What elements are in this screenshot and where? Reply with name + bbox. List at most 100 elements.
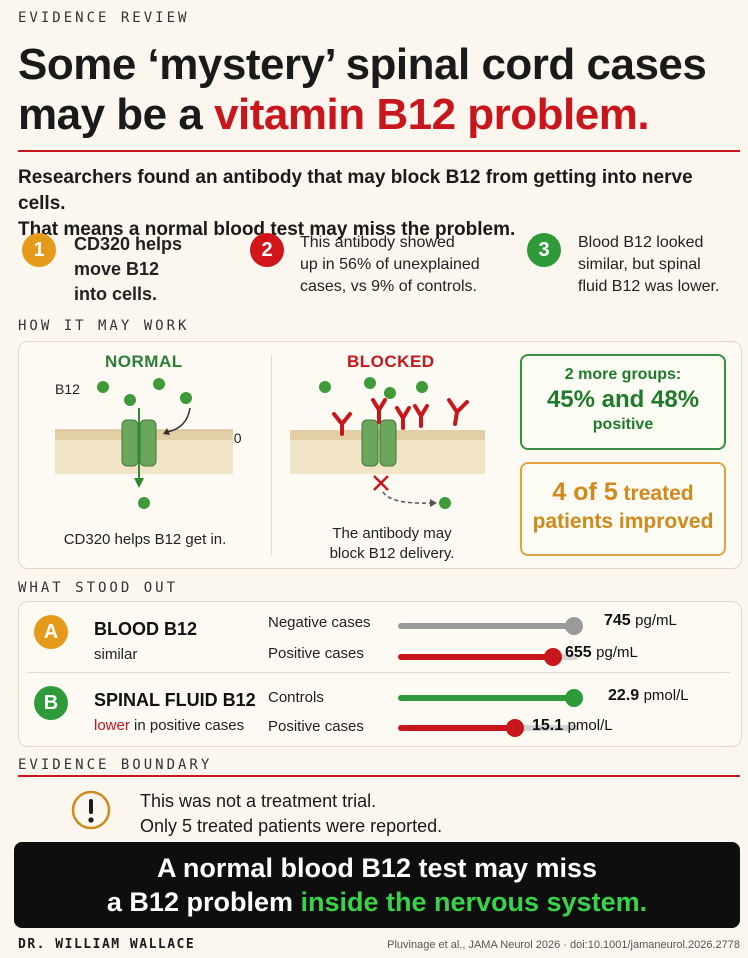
point-3-badge: 3 [527,233,561,267]
bar-track [398,689,583,707]
bar-knob [544,648,562,666]
lead-line-1: Researchers found an antibody that may b… [18,167,693,214]
citation: Pluvinage et al., JAMA Neurol 2026 · doi… [387,939,740,951]
blocked-label: BLOCKED [347,352,435,371]
treated-word: treated [617,482,694,505]
lead-line-2: That means a normal blood test may miss … [18,219,516,240]
cd320-receptor-right [139,419,157,467]
b12-dot-inside [138,497,150,509]
key-message-banner: A normal blood B12 test may miss a B12 p… [14,842,740,928]
title-divider [18,150,740,152]
value-number: 655 [565,644,592,661]
value-number: 15.1 [532,717,564,734]
point-2-badge: 2 [250,233,284,267]
boundary-line-2: Only 5 treated patients were reported. [140,816,443,836]
value-unit: pmol/L [643,687,689,704]
bar-track [398,719,578,737]
value-number: 22.9 [608,687,640,704]
row-a-sub-plain: similar [94,646,138,663]
b12-dot [384,387,396,399]
point-1-line: move B12 [74,259,160,279]
point-2-line: up in 56% of unexplained [300,256,480,273]
point-1-line: into cells. [74,284,158,304]
bar-knob [565,617,583,635]
bar-label: Positive cases [268,718,364,735]
normal-label: NORMAL [105,352,183,371]
groups-line-1: 2 more groups: [564,366,682,383]
point-3-line: Blood B12 looked [578,234,704,251]
antibody-icon [332,398,469,436]
treated-count: 4 of 5 [552,478,618,506]
b12-dot-outside [439,497,451,509]
b12-dot [153,378,165,390]
title-highlight: vitamin B12 problem. [214,90,650,139]
warning-icon [71,790,111,830]
diagram-divider [271,355,272,555]
row-b-sub-plain: in positive cases [129,717,245,734]
point-3-line: fluid B12 was lower. [578,278,720,295]
treated-line-2: patients improved [532,510,714,533]
row-b-sub: lower in positive cases [94,717,244,734]
lead-text: Researchers found an antibody that may b… [18,165,738,243]
cd320-receptor-left [361,419,379,467]
b12-dot [364,377,376,389]
b12-label: B12 [55,381,80,397]
boundary-text: This was not a treatment trial. Only 5 t… [140,789,442,839]
value-unit: pg/mL [596,644,638,661]
banner-line-2: a B12 problem inside the nervous system. [14,885,740,919]
b12-dot [180,392,192,404]
blocked-caption-line: block B12 delivery. [329,545,455,562]
point-1-line: CD320 helps [74,234,183,254]
bar-knob [565,689,583,707]
row-b-title: SPINAL FLUID B12 [94,690,256,710]
kicker: EVIDENCE REVIEW [18,10,190,26]
treated-line-1: 4 of 5 treated [522,478,724,507]
title-line-2: may be a vitamin B12 problem. [18,90,748,140]
groups-percentages: 45% and 48% [546,386,700,413]
b12-dot [416,381,428,393]
value-number: 745 [604,612,631,629]
bar-fill [398,623,574,629]
how-heading: HOW IT MAY WORK [18,318,190,334]
row-b-badge: B [34,686,68,720]
bar-knob [506,719,524,737]
bar-value: 745 pg/mL [604,612,677,630]
bar-value: 15.1 pmol/L [532,717,613,735]
bar-track [398,617,583,635]
blocked-caption: The antibody may block B12 delivery. [292,524,492,564]
point-1-badge: 1 [22,233,56,267]
bar-track [398,648,578,666]
bar-fill [398,654,553,660]
b12-dot [97,381,109,393]
boundary-line-1: This was not a treatment trial. [140,791,377,811]
point-1-text: CD320 helps move B12 into cells. [74,232,234,307]
b12-dot [319,381,331,393]
boundary-divider [18,775,740,777]
point-2-line: This antibody showed [300,234,455,251]
groups-line-3: positive [592,416,654,433]
bar-label: Controls [268,689,324,706]
point-2-line: cases, vs 9% of controls. [300,278,477,295]
banner-highlight: inside the nervous system. [300,887,648,917]
title-line-2-plain: may be a [18,90,215,139]
cd320-receptor-left [121,419,139,467]
banner-line-1: A normal blood B12 test may miss [156,853,598,883]
bar-label: Negative cases [268,614,371,631]
value-unit: pg/mL [635,612,677,629]
more-groups-box: 2 more groups: 45% and 48% positive [520,354,726,450]
bar-value: 22.9 pmol/L [608,687,689,705]
blocked-x-icon [373,475,389,491]
bar-value: 655 pg/mL [565,644,638,662]
author: DR. WILLIAM WALLACE [18,937,196,952]
boundary-heading: EVIDENCE BOUNDARY [18,757,213,773]
row-a-title: BLOOD B12 [94,619,198,639]
stood-out-heading: WHAT STOOD OUT [18,580,179,596]
point-3-line: similar, but spinal [578,256,701,273]
blocked-diagram [290,377,485,509]
point-2-text: This antibody showed up in 56% of unexpl… [300,232,515,298]
row-divider [28,672,730,673]
row-a-badge: A [34,615,68,649]
title-line-1: Some ‘mystery’ spinal cord cases [18,40,707,89]
bar-label: Positive cases [268,645,364,662]
point-3-text: Blood B12 looked similar, but spinal flu… [578,232,743,298]
